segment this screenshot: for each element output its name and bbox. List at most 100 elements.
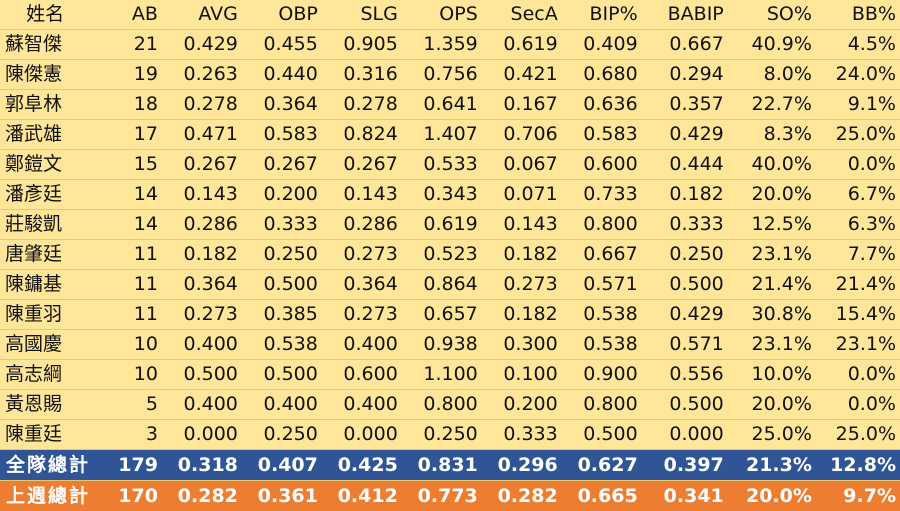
stat-cell: 0.938	[402, 330, 482, 360]
stat-cell: 0.571	[562, 270, 642, 300]
stat-cell: 0.278	[322, 90, 402, 120]
stat-cell: 24.0%	[816, 60, 900, 90]
stat-cell: 0.000	[642, 420, 728, 450]
stat-cell: 0.864	[402, 270, 482, 300]
stat-cell: 0.282	[482, 481, 562, 511]
stat-cell: 40.0%	[728, 150, 816, 180]
stat-cell: 0.800	[402, 390, 482, 420]
stat-cell: 0.756	[402, 60, 482, 90]
stat-cell: 0.250	[242, 420, 322, 450]
stat-cell: 0.282	[162, 481, 242, 511]
stat-cell: 19	[90, 60, 162, 90]
stat-cell: 17	[90, 120, 162, 150]
stat-cell: 0.667	[642, 30, 728, 60]
stat-cell: 0.333	[482, 420, 562, 450]
stat-cell: 5	[90, 390, 162, 420]
stat-cell: 21.3%	[728, 450, 816, 481]
stat-cell: 0.538	[562, 300, 642, 330]
stat-cell: 0.425	[322, 450, 402, 481]
stat-cell: 1.100	[402, 360, 482, 390]
stat-cell: 0.409	[562, 30, 642, 60]
stat-cell: 0.385	[242, 300, 322, 330]
stat-cell: 14	[90, 210, 162, 240]
header-row: 姓名 AB AVG OBP SLG OPS SecA BIP% BABIP SO…	[0, 0, 900, 30]
stat-cell: 0.000	[162, 420, 242, 450]
header-cell: BABIP	[642, 0, 728, 30]
stat-cell: 0.0%	[816, 150, 900, 180]
stat-cell: 21.4%	[728, 270, 816, 300]
stat-cell: 0.533	[402, 150, 482, 180]
stat-cell: 0.294	[642, 60, 728, 90]
stat-cell: 0.273	[162, 300, 242, 330]
stat-cell: 0.333	[642, 210, 728, 240]
player-name-cell: 陳重羽	[0, 300, 90, 330]
stat-cell: 0.538	[562, 330, 642, 360]
stat-cell: 0.400	[322, 390, 402, 420]
stat-cell: 15.4%	[816, 300, 900, 330]
stat-cell: 0.824	[322, 120, 402, 150]
stat-cell: 0.067	[482, 150, 562, 180]
stat-cell: 0.641	[402, 90, 482, 120]
player-name-cell: 鄭鎧文	[0, 150, 90, 180]
stat-cell: 9.7%	[816, 481, 900, 511]
stat-cell: 0.900	[562, 360, 642, 390]
stat-cell: 1.359	[402, 30, 482, 60]
stat-cell: 0.267	[322, 150, 402, 180]
stat-cell: 0.421	[482, 60, 562, 90]
stat-cell: 25.0%	[728, 420, 816, 450]
stat-cell: 3	[90, 420, 162, 450]
stat-cell: 23.1%	[728, 330, 816, 360]
stat-cell: 8.3%	[728, 120, 816, 150]
header-cell: BB%	[816, 0, 900, 30]
header-cell: OPS	[402, 0, 482, 30]
stat-cell: 0.455	[242, 30, 322, 60]
stat-cell: 18	[90, 90, 162, 120]
stat-cell: 0.429	[642, 120, 728, 150]
stat-cell: 0.143	[482, 210, 562, 240]
stat-cell: 25.0%	[816, 420, 900, 450]
stat-cell: 179	[90, 450, 162, 481]
stat-cell: 0.583	[562, 120, 642, 150]
stat-cell: 0.143	[322, 180, 402, 210]
stat-cell: 0.407	[242, 450, 322, 481]
stat-cell: 0.333	[242, 210, 322, 240]
stat-cell: 20.0%	[728, 180, 816, 210]
stat-cell: 12.8%	[816, 450, 900, 481]
stat-cell: 0.397	[642, 450, 728, 481]
stat-cell: 23.1%	[728, 240, 816, 270]
stat-cell: 11	[90, 270, 162, 300]
stat-cell: 0.905	[322, 30, 402, 60]
stat-cell: 20.0%	[728, 481, 816, 511]
stat-cell: 0.500	[642, 270, 728, 300]
stat-cell: 0.296	[482, 450, 562, 481]
stat-cell: 0.143	[162, 180, 242, 210]
stat-cell: 10	[90, 360, 162, 390]
header-cell: AVG	[162, 0, 242, 30]
stat-cell: 40.9%	[728, 30, 816, 60]
stat-cell: 0.273	[322, 300, 402, 330]
stat-cell: 0.831	[402, 450, 482, 481]
stat-cell: 0.733	[562, 180, 642, 210]
stat-cell: 0.500	[562, 420, 642, 450]
stat-cell: 4.5%	[816, 30, 900, 60]
stat-cell: 0.500	[162, 360, 242, 390]
stat-cell: 0.182	[162, 240, 242, 270]
stat-cell: 0.341	[642, 481, 728, 511]
stat-cell: 0.556	[642, 360, 728, 390]
stat-cell: 0.444	[642, 150, 728, 180]
stat-cell: 0.200	[482, 390, 562, 420]
stat-cell: 0.538	[242, 330, 322, 360]
stat-cell: 6.3%	[816, 210, 900, 240]
stat-cell: 0.471	[162, 120, 242, 150]
stat-cell: 6.7%	[816, 180, 900, 210]
